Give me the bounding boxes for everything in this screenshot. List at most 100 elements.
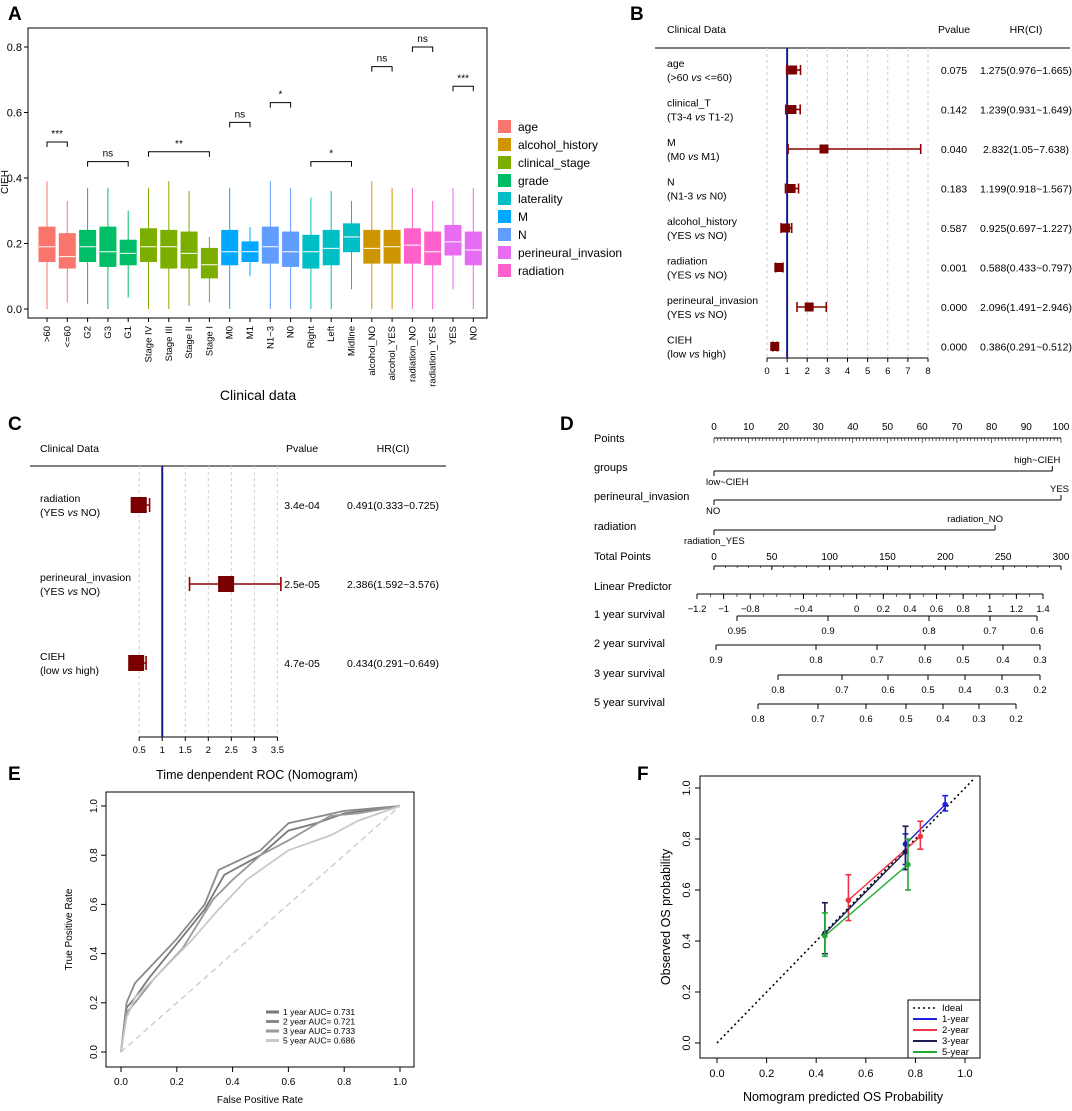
survival-tick-label: 0.8 [751,714,764,725]
diagonal-reference [120,805,401,1053]
box-10 [221,229,239,266]
calibration-line-3 [824,851,906,934]
x-tick-label: 1.0 [957,1068,972,1080]
x-tick-label: Left [326,326,337,342]
y-tick-label: 0.0 [7,304,22,316]
x-tick-label: M1 [245,326,256,339]
panel-d-nomogram: Points groups perineural_invasion radiation… [594,422,1070,725]
hr-point [786,184,796,193]
panel-b: B Clinical Data Pvalue HR(CI) 0 1 2 3 4 5 6 7 8 age (… [630,4,1072,377]
x-tick-label: 2 [805,366,810,377]
panel-e-letter: E [8,764,21,785]
points-tick-label: 60 [917,422,929,433]
points-tick-label: 20 [778,422,790,433]
row-comparison: (YES vs NO) [667,230,727,242]
x-tick-label: 1 [784,366,789,377]
survival-tick-label: 0.5 [899,714,912,725]
survival-tick-label: 0.4 [936,714,949,725]
row-pvalue: 0.040 [941,144,967,156]
hr-point [804,302,814,312]
points-tick-label: 10 [743,422,755,433]
x-tick-label: alcohol_NO [367,326,378,376]
plot-frame [105,791,415,1068]
row-label: clinical_T [667,98,711,110]
legend-label: perineural_invasion [518,246,622,260]
survival-tick-label: 0.7 [835,685,848,696]
legend-swatch [498,120,511,133]
survival-tick-label: 0.5 [921,685,934,696]
roc-title: Time denpendent ROC (Nomogram) [156,768,358,782]
survival-tick-label: 0.6 [1030,626,1043,637]
hr-point [787,105,797,114]
significance-label: ** [175,139,183,150]
nomogram-row-label: Linear Predictor [594,581,672,593]
row-label: CIEH [667,335,692,347]
row-label: radiation [667,256,707,268]
legend-label: 5 year AUC= 0.686 [283,1036,355,1046]
panel-c-letter: C [8,414,22,435]
row-pvalue: 0.000 [941,342,967,354]
header-clinical-data: Clinical Data [667,24,726,36]
survival-tick-label: 0.7 [983,626,996,637]
points-tick-label: 50 [882,422,894,433]
x-tick-label: radiation_NO [407,326,418,382]
x-tick-label: G2 [83,326,94,339]
points-tick-label: 100 [1053,422,1070,433]
x-tick-label: Stage III [164,326,175,361]
survival-tick-label: 0.2 [1033,685,1046,696]
x-tick-label: Stage I [204,326,215,356]
row-hr-ci: 1.199(0.918~1.567) [980,184,1072,196]
ideal-line [716,777,976,1044]
significance-label: ns [377,54,388,65]
row-label: radiation [40,493,80,505]
total-points-tick-label: 200 [937,552,954,563]
x-tick-label: 5 [865,366,870,377]
x-tick-label: 0.2 [759,1068,774,1080]
x-tick-label: 0.0 [114,1077,128,1088]
panel-a-y-axis-title: CIEH [0,170,11,194]
nomogram-row-label: 3 year survival [594,668,665,680]
panel-f-calibration-plot: 0.0 0.0 0.2 0.2 0.4 0.4 0.6 0.6 0.8 0.8 1.0 1.0 Nomo… [659,775,981,1104]
significance-bracket [87,161,129,167]
x-tick-label: Right [306,326,317,349]
row-comparison: (low vs high) [667,349,726,361]
x-tick-label: 7 [905,366,910,377]
linear-predictor-tick-label: −1.2 [688,604,707,615]
linear-predictor-tick-label: −0.8 [741,604,760,615]
x-tick-label: <=60 [62,326,73,348]
y-tick-label: 0.6 [7,108,22,120]
row-hr-ci: 0.491(0.333~0.725) [347,500,439,512]
survival-tick-label: 0.4 [996,655,1009,666]
y-tick-label: 0.8 [681,831,693,846]
linear-predictor-tick-label: 1.4 [1036,604,1049,615]
x-tick-label: NO [468,326,479,340]
row-hr-ci: 0.386(0.291~0.512) [980,342,1072,354]
x-tick-label: N0 [286,326,297,338]
x-tick-label: G3 [103,326,114,339]
box-8 [180,231,198,269]
box-1 [38,226,56,263]
box-12 [261,226,279,264]
header-hr: HR(CI) [377,443,410,455]
hr-point [218,576,235,592]
legend-label: 5-year [942,1047,969,1058]
row-hr-ci: 0.588(0.433~0.797) [980,263,1072,275]
y-tick-label: 0.0 [681,1035,693,1050]
survival-tick-label: 0.7 [870,655,883,666]
y-tick-label: 0.2 [7,239,22,251]
significance-label: ns [235,109,246,120]
panel-e-roc-plot: Time denpendent ROC (Nomogram) 0.0 0.0 0.2 0… [64,768,415,1106]
row-comparison: (M0 vs M1) [667,151,720,163]
significance-bracket [269,102,292,108]
y-tick-label: 0.6 [89,897,100,911]
panel-a: A Clinical data CIEH 0.0 0.2 0.4 0.6 0.8 >60 <… [0,4,622,403]
y-tick-label: 1.0 [89,799,100,813]
linear-predictor-tick-label: 1 [987,604,992,615]
x-tick-label: 0.6 [281,1077,295,1088]
significance-label: *** [457,73,469,84]
x-tick-label: M0 [225,326,236,339]
row-label: N [667,177,675,189]
row-pvalue: 0.000 [941,302,967,314]
nomogram-row-label: 1 year survival [594,609,665,621]
y-tick-label: 0.2 [681,984,693,999]
